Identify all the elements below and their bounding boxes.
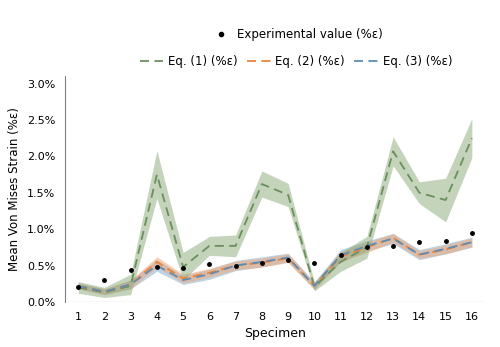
Y-axis label: Mean Von Mises Strain (%ε): Mean Von Mises Strain (%ε)	[8, 107, 22, 271]
X-axis label: Specimen: Specimen	[244, 327, 306, 340]
Legend: Eq. (1) (%ε), Eq. (2) (%ε), Eq. (3) (%ε): Eq. (1) (%ε), Eq. (2) (%ε), Eq. (3) (%ε)	[135, 51, 457, 73]
